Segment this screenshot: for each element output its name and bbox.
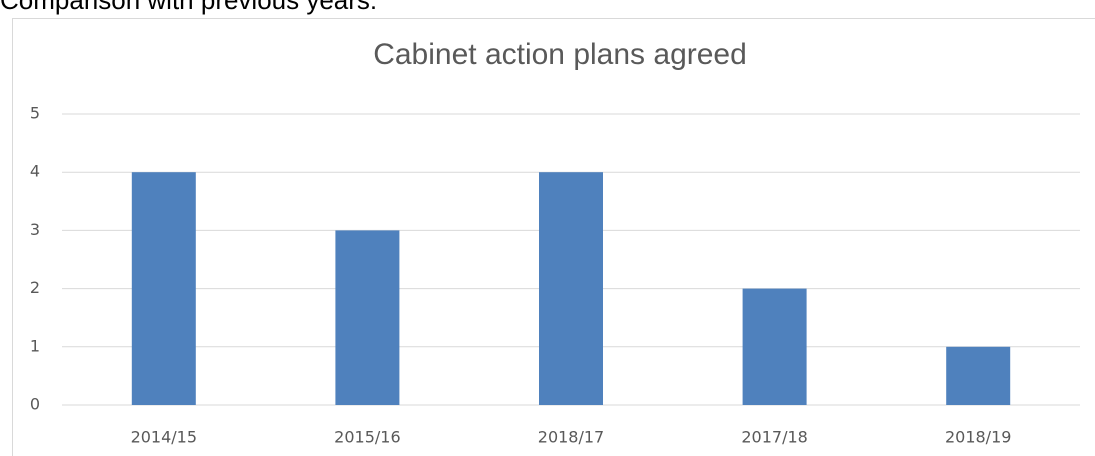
x-tick-label: 2018/19	[945, 428, 1011, 447]
bar	[946, 346, 1011, 405]
chart-title: Cabinet action plans agreed	[373, 38, 747, 71]
x-tick-label: 2015/16	[334, 428, 400, 447]
y-tick-label: 2	[30, 278, 40, 297]
y-tick-label: 4	[30, 162, 40, 181]
x-tick-label: 2017/18	[741, 428, 807, 447]
y-tick-label: 1	[30, 336, 40, 355]
chart-border	[12, 18, 1095, 456]
bar	[539, 172, 603, 405]
y-tick-label: 3	[30, 220, 40, 239]
y-tick-label: 5	[30, 104, 40, 123]
heading: Comparison with previous years:	[0, 0, 377, 15]
bar	[335, 230, 400, 405]
x-tick-label: 2014/15	[131, 428, 197, 447]
x-tick-label: 2018/17	[538, 428, 604, 447]
y-tick-label: 0	[30, 395, 40, 414]
bar	[131, 172, 196, 405]
bar	[742, 288, 807, 405]
